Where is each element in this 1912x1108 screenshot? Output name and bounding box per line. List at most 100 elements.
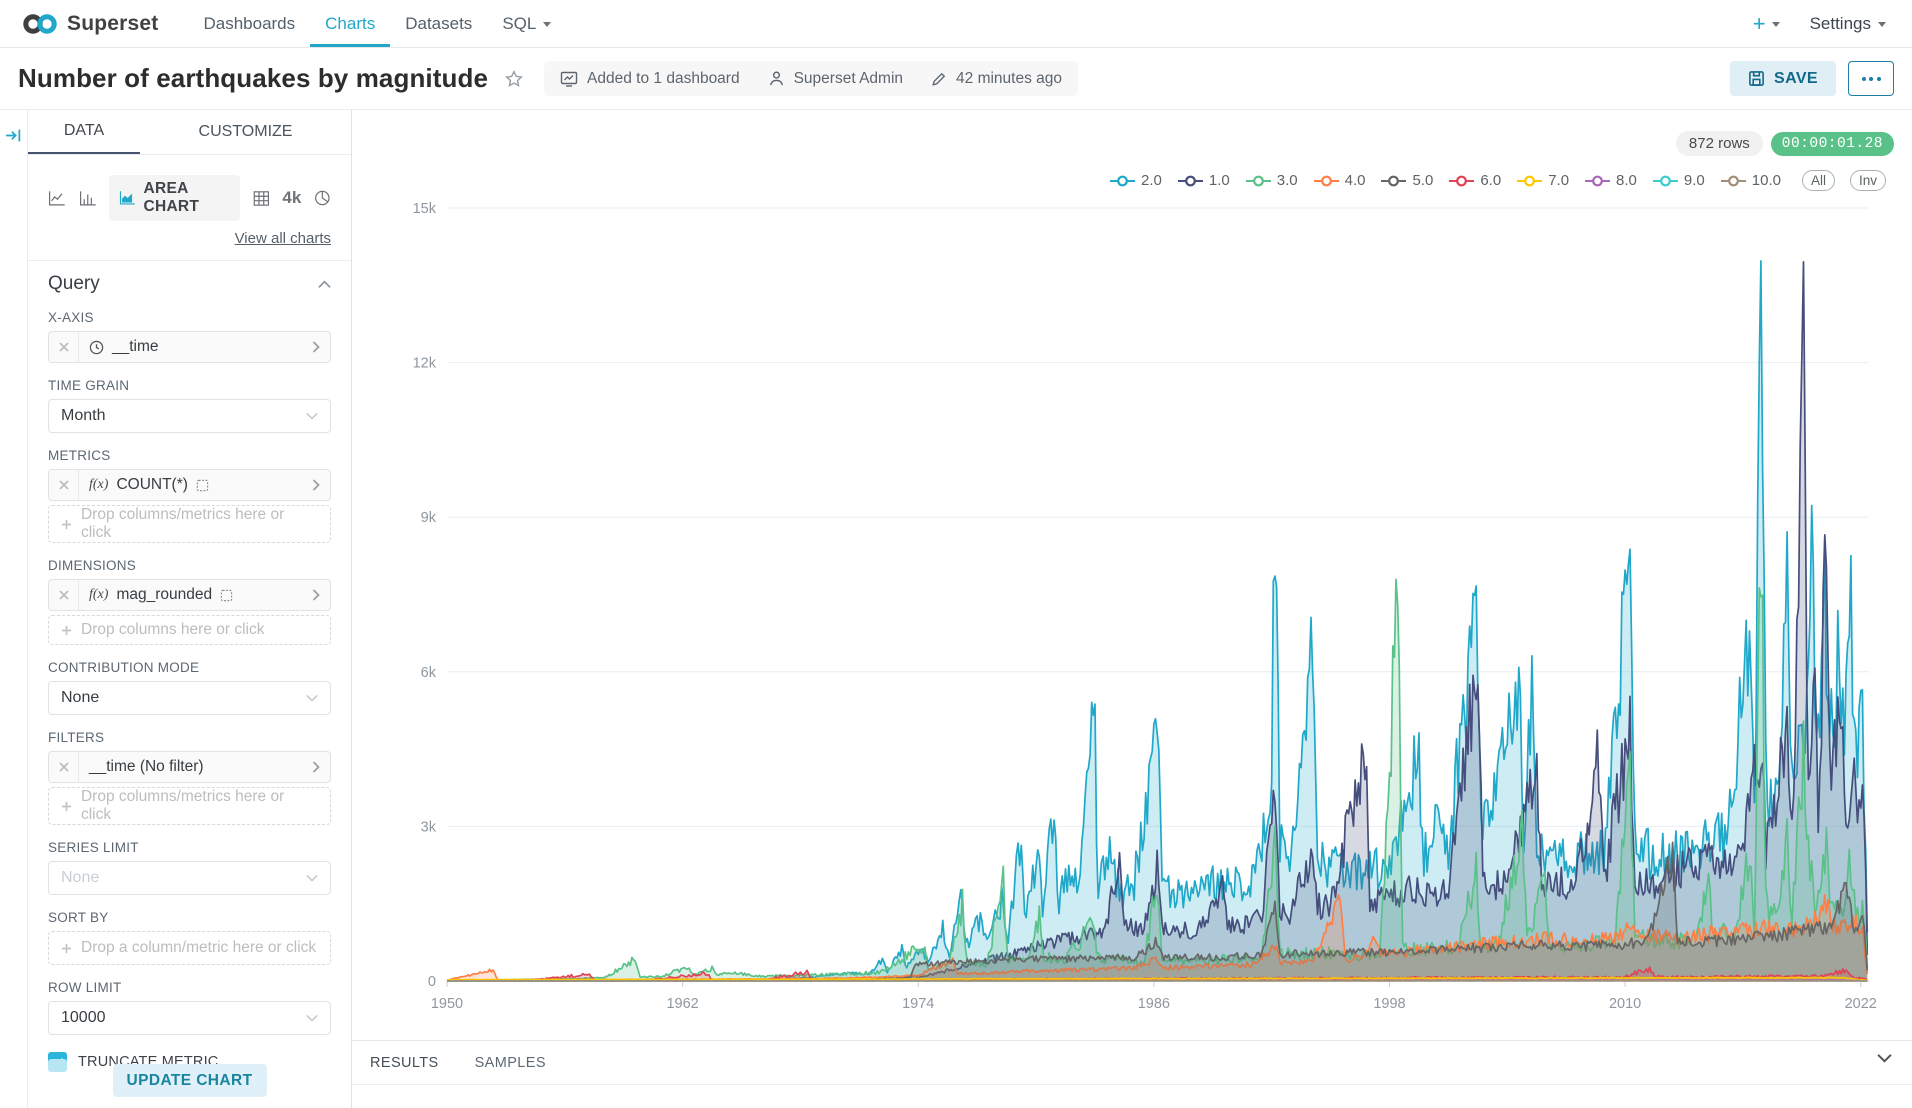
function-icon: f(x) (89, 477, 109, 492)
metric-pill[interactable]: f(x) COUNT(*) (48, 469, 331, 501)
brand-name: Superset (67, 11, 159, 35)
legend-all-button[interactable]: All (1801, 170, 1835, 191)
y-axis-tick-label: 0 (428, 974, 436, 990)
function-icon: f(x) (89, 587, 109, 602)
chevron-right-icon[interactable] (302, 761, 330, 773)
filter-pill[interactable]: __time (No filter) (48, 751, 331, 783)
chevron-up-icon[interactable] (318, 280, 331, 289)
dashboard-icon (560, 71, 578, 87)
user-icon (769, 71, 783, 86)
sort-by-drop-zone[interactable]: Drop a column/metric here or click (48, 931, 331, 965)
chevron-right-icon[interactable] (302, 589, 330, 601)
legend-item-9.0[interactable]: 9.0 (1652, 172, 1705, 189)
dimension-pill[interactable]: f(x) mag_rounded (48, 579, 331, 611)
legend-marker-icon (1585, 175, 1611, 186)
tab-data[interactable]: DATA (28, 110, 140, 154)
dashboards-chip[interactable]: Added to 1 dashboard (560, 70, 740, 88)
collapse-results-icon[interactable] (1877, 1053, 1892, 1063)
x-axis-value-pill[interactable]: __time (48, 331, 331, 363)
x-axis-tick-label: 1974 (902, 996, 934, 1012)
x-axis-tick-label: 1998 (1373, 996, 1405, 1012)
legend-item-8.0[interactable]: 8.0 (1584, 172, 1637, 189)
area-series-1.0 (447, 261, 1868, 981)
filters-drop-zone[interactable]: Drop columns/metrics here or click (48, 787, 331, 825)
settings-menu[interactable]: Settings (1810, 14, 1886, 34)
divider (28, 260, 351, 261)
legend-item-1.0[interactable]: 1.0 (1177, 172, 1230, 189)
chart-container: 872 rows 00:00:01.28 2.0 1.0 3.0 4.0 5.0 6.0 7… (352, 110, 1912, 1108)
legend-marker-icon (1720, 175, 1746, 186)
time-grain-select[interactable]: Month (48, 399, 331, 433)
y-axis-tick-label: 3k (421, 819, 437, 835)
favorite-star-icon[interactable] (504, 69, 524, 89)
metrics-drop-zone[interactable]: Drop columns/metrics here or click (48, 505, 331, 543)
y-axis-tick-label: 12k (413, 356, 437, 372)
legend-item-3.0[interactable]: 3.0 (1245, 172, 1298, 189)
x-axis-tick-label: 1950 (431, 996, 463, 1012)
tab-results[interactable]: RESULTS (370, 1055, 439, 1071)
legend-marker-icon (1177, 175, 1203, 186)
nav-item-datasets[interactable]: Datasets (405, 13, 473, 33)
update-chart-button[interactable]: UPDATE CHART (112, 1064, 267, 1097)
plus-icon (61, 625, 72, 635)
pie-chart-icon[interactable] (314, 188, 331, 208)
viz-type-selected[interactable]: AREA CHART (109, 175, 240, 221)
row-limit-select[interactable]: 10000 (48, 1001, 331, 1035)
x-axis-label: X-AXIS (48, 310, 94, 325)
remove-icon[interactable] (49, 470, 79, 500)
y-axis-tick-label: 9k (421, 510, 437, 526)
bar-chart-icon[interactable] (79, 189, 97, 208)
new-item-button[interactable]: + (1753, 11, 1780, 37)
big-number-chart-icon[interactable]: 4k (282, 188, 302, 207)
sort-by-label: SORT BY (48, 910, 109, 925)
legend-item-7.0[interactable]: 7.0 (1516, 172, 1569, 189)
legend-item-6.0[interactable]: 6.0 (1448, 172, 1501, 189)
remove-icon[interactable] (49, 580, 79, 610)
nav-item-sql[interactable]: SQL (487, 0, 566, 47)
dimensions-drop-zone[interactable]: Drop columns here or click (48, 615, 331, 645)
line-series-7.0 (446, 976, 1868, 982)
view-all-charts-link[interactable]: View all charts (234, 230, 331, 247)
collapse-panel-icon[interactable] (5, 127, 22, 144)
more-options-button[interactable] (1848, 61, 1894, 96)
line-chart-icon[interactable] (48, 189, 66, 208)
save-button[interactable]: SAVE (1730, 61, 1836, 96)
tab-customize[interactable]: CUSTOMIZE (198, 123, 293, 140)
chevron-right-icon[interactable] (302, 341, 330, 353)
tab-samples[interactable]: SAMPLES (474, 1055, 546, 1071)
partially-visible-checkbox[interactable] (48, 1059, 67, 1072)
metrics-label: METRICS (48, 448, 111, 463)
legend-inv-button[interactable]: Inv (1849, 170, 1886, 191)
area-chart-plot[interactable]: 0 3k 6k 9k 12k 15k 1950 1962 1974 1986 1998 2010 202… (352, 110, 1912, 1040)
contribution-mode-select[interactable]: None (48, 681, 331, 715)
table-chart-icon[interactable] (253, 189, 270, 208)
y-axis-tick-label: 6k (421, 665, 437, 681)
remove-icon[interactable] (49, 752, 79, 782)
nav-item-dashboards[interactable]: Dashboards (203, 13, 296, 33)
viz-type-row: AREA CHART 4k (48, 175, 331, 221)
legend-item-10.0[interactable]: 10.0 (1720, 172, 1781, 189)
superset-logo[interactable]: Superset (22, 0, 158, 47)
chevron-down-icon (543, 22, 552, 27)
legend-item-2.0[interactable]: 2.0 (1109, 172, 1162, 189)
chevron-down-icon (306, 1014, 318, 1022)
legend-item-5.0[interactable]: 5.0 (1380, 172, 1433, 189)
legend-marker-icon (1245, 175, 1271, 186)
series-limit-label: SERIES LIMIT (48, 840, 139, 855)
plus-icon (61, 519, 72, 529)
legend-marker-icon (1517, 175, 1543, 186)
area-chart-icon (119, 191, 135, 205)
legend-marker-icon (1381, 175, 1407, 186)
chevron-down-icon (306, 694, 318, 702)
contribution-mode-label: CONTRIBUTION MODE (48, 660, 200, 675)
series-limit-select[interactable]: None (48, 861, 331, 895)
owner-chip: Superset Admin (768, 70, 903, 88)
legend-item-4.0[interactable]: 4.0 (1313, 172, 1365, 189)
nav-item-charts[interactable]: Charts (310, 0, 391, 47)
area-series-6.0 (447, 967, 1868, 981)
dataset-column-icon (196, 479, 209, 491)
save-disk-icon (1749, 71, 1764, 86)
x-axis-tick-label: 2022 (1845, 996, 1877, 1012)
remove-icon[interactable] (49, 332, 79, 362)
chevron-right-icon[interactable] (302, 479, 330, 491)
